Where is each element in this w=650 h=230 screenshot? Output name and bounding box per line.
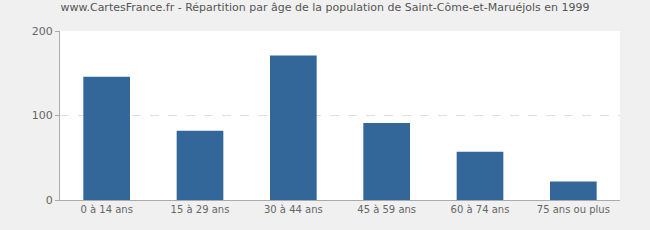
svg-text:200: 200: [32, 25, 53, 38]
svg-text:100: 100: [32, 109, 53, 122]
svg-text:30 à 44 ans: 30 à 44 ans: [264, 204, 323, 215]
svg-text:www.CartesFrance.fr - Répartit: www.CartesFrance.fr - Répartition par âg…: [60, 1, 589, 14]
svg-text:15 à 29 ans: 15 à 29 ans: [171, 204, 230, 215]
svg-text:0: 0: [46, 194, 53, 207]
svg-text:75 ans ou plus: 75 ans ou plus: [537, 204, 610, 215]
svg-text:0 à 14 ans: 0 à 14 ans: [80, 204, 132, 215]
svg-text:60 à 74 ans: 60 à 74 ans: [451, 204, 510, 215]
svg-text:45 à 59 ans: 45 à 59 ans: [357, 204, 416, 215]
